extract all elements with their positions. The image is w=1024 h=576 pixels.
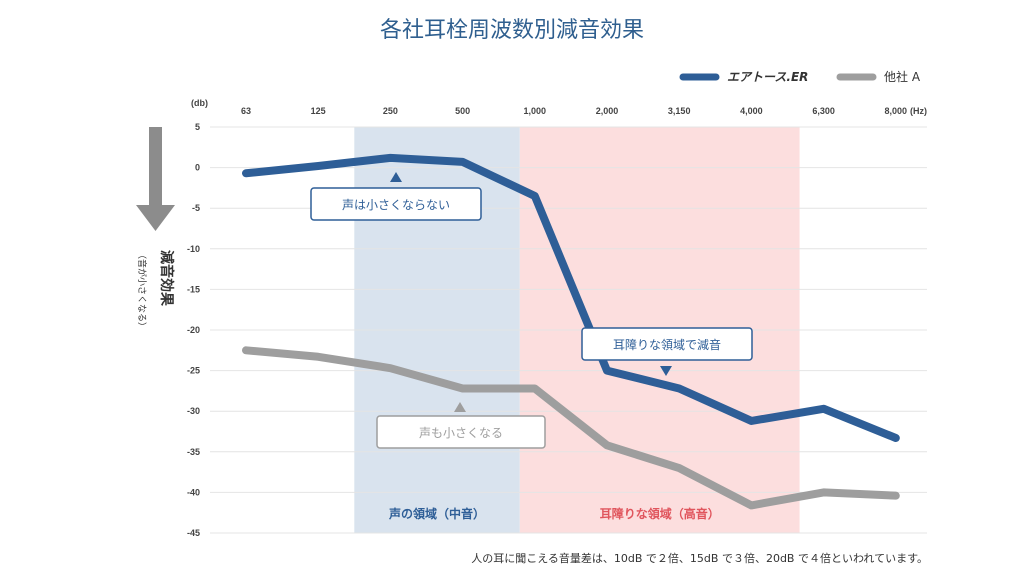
data-point [606, 370, 608, 372]
data-point [534, 387, 536, 389]
y-tick-label: -15 [187, 284, 200, 294]
y-tick-label: -5 [192, 203, 200, 213]
x-tick-label: 1,000 [524, 106, 547, 116]
data-point [317, 165, 319, 167]
lines-layer [242, 153, 900, 510]
callout-voice-reduced-text: 声も小さくなる [419, 426, 503, 440]
data-point [750, 504, 752, 506]
y-tick-label: -45 [187, 528, 200, 538]
side-label-sub: （音が小さくなる） [136, 250, 148, 331]
x-tick-label: 4,000 [740, 106, 763, 116]
data-point [750, 420, 752, 422]
data-point [606, 444, 608, 446]
y-tick-label: 0 [195, 163, 200, 173]
x-unit-label: (Hz) [910, 106, 927, 116]
x-tick-label: 8,000 [885, 106, 908, 116]
series-line-1 [242, 346, 900, 510]
chart-title: 各社耳栓周波数別減音効果 [380, 18, 644, 43]
side-label-main: 減音効果 [158, 250, 175, 307]
x-tick-label: 2,000 [596, 106, 619, 116]
labels-layer: 5 0 -5 -10 -15 -20 -25 -30 -35 -40 -45 63 125 250 500 1… [187, 106, 907, 538]
y-tick-label: -40 [187, 487, 200, 497]
x-tick-label: 125 [311, 106, 326, 116]
callout-harsh-reduced: 耳障りな領域で減音 [581, 327, 753, 376]
data-point [895, 495, 897, 497]
data-point [895, 437, 897, 439]
y-tick-label: -30 [187, 406, 200, 416]
y-tick-label: 5 [195, 122, 200, 132]
x-tick-label: 63 [241, 106, 251, 116]
data-point [678, 387, 680, 389]
data-point [823, 491, 825, 493]
callout-voice-not-reduced: 声は小さくならない [310, 172, 482, 221]
data-point [678, 467, 680, 469]
data-point [389, 367, 391, 369]
legend-label-other: 他社 A [884, 69, 921, 84]
series-line-0 [242, 153, 900, 442]
data-point [462, 387, 464, 389]
footnote: 人の耳に聞こえる音量差は、10dB で２倍、15dB で３倍、20dB で４倍と… [471, 551, 928, 565]
legend: エアトース.ER 他社 A [679, 69, 921, 84]
region-label-voice: 声の領域（中音） [388, 506, 485, 521]
y-unit-label: (db) [191, 98, 208, 108]
data-point [462, 161, 464, 163]
down-arrow-icon [136, 127, 175, 231]
callout-harsh-reduced-text: 耳障りな領域で減音 [613, 337, 721, 352]
y-tick-label: -20 [187, 325, 200, 335]
data-point [317, 356, 319, 358]
x-tick-label: 3,150 [668, 106, 691, 116]
callout-voice-reduced: 声も小さくなる [376, 402, 546, 449]
data-point [245, 172, 247, 174]
y-tick-label: -35 [187, 447, 200, 457]
region-label-harsh: 耳障りな領域（高音） [600, 506, 720, 521]
x-tick-label: 250 [383, 106, 398, 116]
data-point [389, 157, 391, 159]
legend-label-er: エアトース.ER [727, 70, 808, 84]
data-point [823, 408, 825, 410]
y-tick-label: -10 [187, 244, 200, 254]
x-tick-label: 6,300 [812, 106, 835, 116]
y-tick-label: -25 [187, 366, 200, 376]
data-point [245, 349, 247, 351]
x-tick-label: 500 [455, 106, 470, 116]
data-point [534, 195, 536, 197]
callout-voice-not-reduced-text: 声は小さくならない [342, 198, 450, 212]
